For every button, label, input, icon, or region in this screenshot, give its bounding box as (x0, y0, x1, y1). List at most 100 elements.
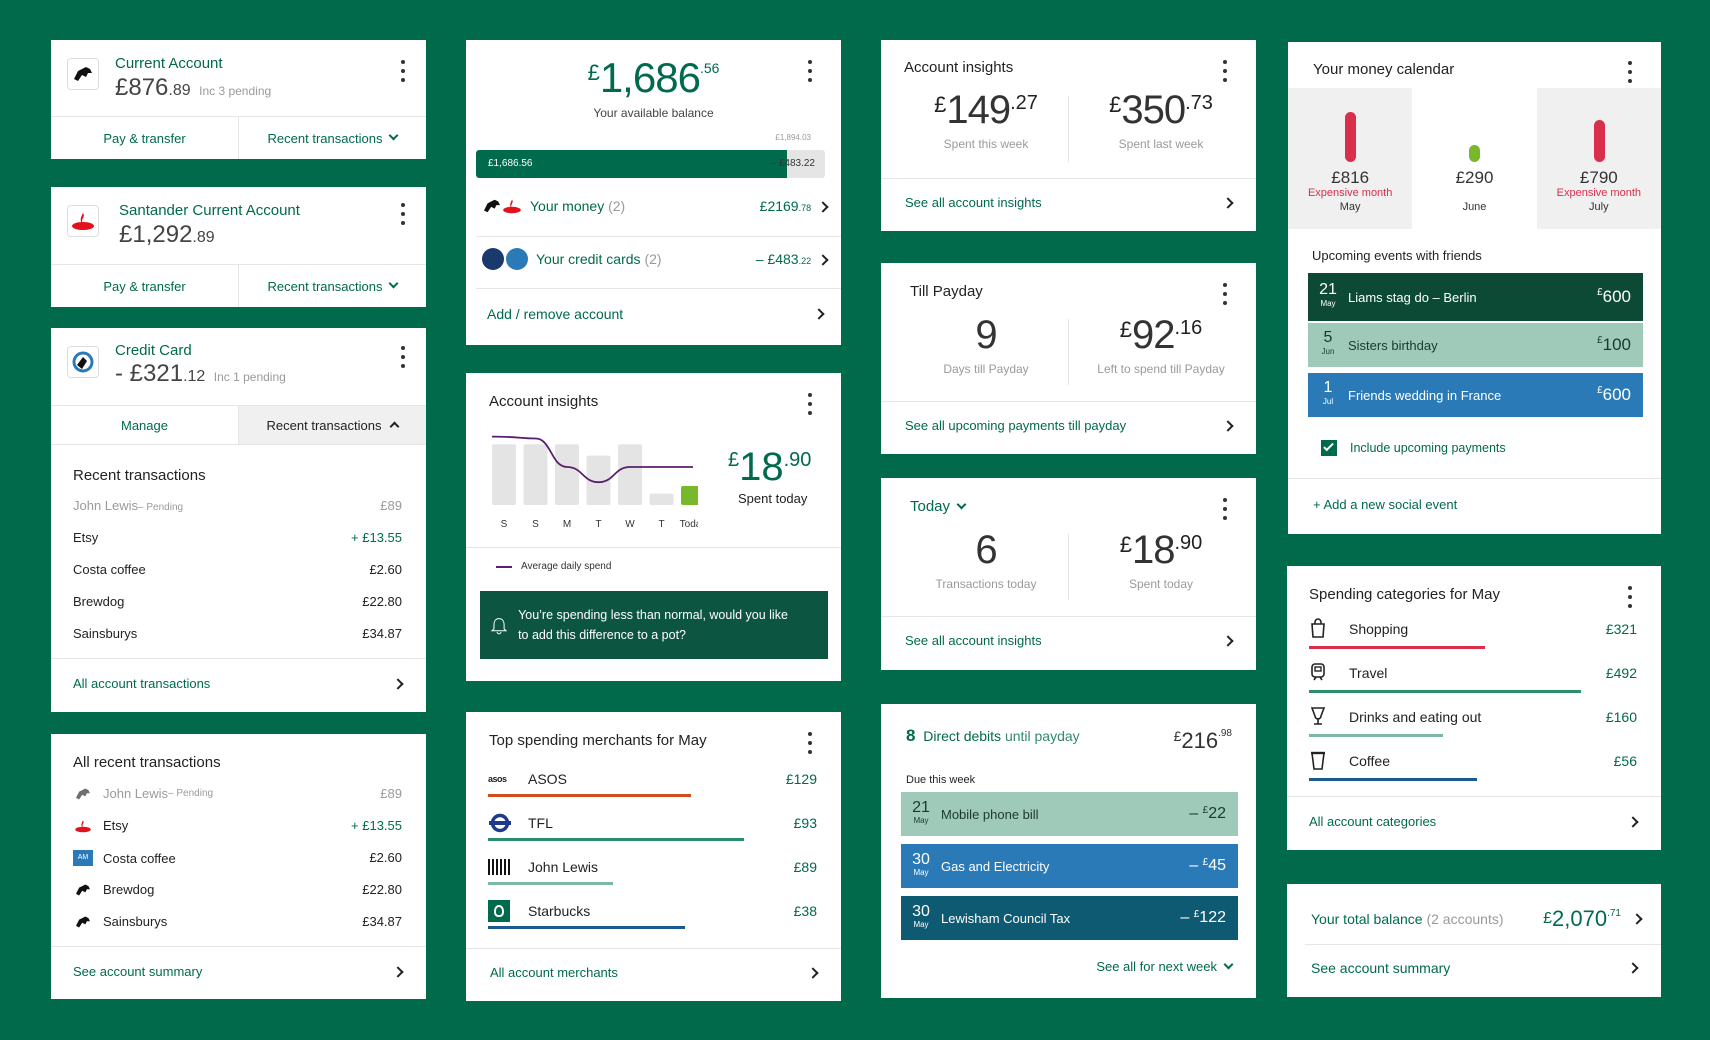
account-title[interactable]: Current Account (115, 55, 223, 72)
account-title[interactable]: Credit Card (115, 342, 192, 359)
more-options-icon[interactable] (1627, 61, 1633, 83)
more-options-icon[interactable] (400, 346, 406, 368)
your-money-row[interactable]: Your money (2) £2169.78 (482, 198, 829, 214)
all-recent-heading: All recent transactions (73, 754, 221, 771)
all-account-merchants-link[interactable]: All account merchants (490, 965, 819, 980)
chevron-right-icon (392, 678, 404, 690)
more-options-icon[interactable] (807, 60, 813, 82)
more-options-icon[interactable] (807, 732, 813, 754)
transaction-row[interactable]: AM Costa coffee £2.60 (73, 850, 402, 866)
chevron-down-icon (1223, 959, 1234, 970)
see-upcoming-payments-link[interactable]: See all upcoming payments till payday (905, 418, 1234, 433)
more-options-icon[interactable] (1222, 283, 1228, 305)
transaction-row[interactable]: Brewdog £22.80 (73, 882, 402, 897)
chart-tick-label: S (501, 519, 508, 530)
more-options-icon[interactable] (1627, 586, 1633, 608)
chart-tick-label: T (595, 519, 601, 530)
more-options-icon[interactable] (807, 393, 813, 415)
pay-transfer-button[interactable]: Pay & transfer (103, 130, 186, 146)
category-row[interactable]: Shopping £321 (1309, 616, 1637, 642)
recent-transactions-button[interactable]: Recent transactions (238, 406, 426, 444)
merchant-row[interactable]: John Lewis £89 (488, 852, 817, 882)
balance-bar: £1,686.56 – £483.22 (476, 150, 825, 178)
pay-transfer-button[interactable]: Pay & transfer (103, 278, 186, 294)
legend-line-icon (496, 565, 512, 568)
chart-bar (649, 493, 674, 505)
include-upcoming-checkbox[interactable]: Include upcoming payments (1321, 440, 1506, 456)
calendar-month[interactable]: £290 June (1412, 88, 1537, 229)
merchant-row[interactable]: asos ASOS £129 (488, 764, 817, 794)
chevron-right-icon (807, 967, 819, 979)
month-tag: Expensive month (1307, 187, 1393, 199)
chart-bar (618, 444, 642, 505)
account-title[interactable]: Santander Current Account (119, 202, 300, 219)
total-balance-row[interactable]: Your total balance (2 accounts) £2,070.7… (1311, 906, 1643, 932)
month-name: June (1462, 201, 1487, 213)
calendar-month[interactable]: £790 Expensive month July (1536, 88, 1661, 229)
chart-tick-label: M (563, 519, 571, 530)
category-row[interactable]: Travel £492 (1309, 660, 1637, 686)
see-account-summary-link[interactable]: See account summary (1311, 960, 1639, 976)
see-all-next-week-link[interactable]: See all for next week (1096, 959, 1234, 974)
category-row[interactable]: Drinks and eating out £160 (1309, 704, 1637, 730)
chart-legend: Average daily spend (496, 561, 611, 572)
chart-bar (555, 444, 579, 505)
see-account-summary-link[interactable]: See account summary (73, 964, 404, 979)
chart-bar (586, 455, 611, 505)
direct-debit-row[interactable]: 30 May Gas and Electricity – £45 (901, 844, 1238, 888)
spending-alert[interactable]: You’re spending less than normal, would … (480, 591, 828, 659)
available-balance-card: £1,686.56 Your available balance £1,894.… (466, 40, 841, 345)
account-insights-week-card: Account insights £149.27 Spent this week… (881, 40, 1256, 231)
direct-debit-row[interactable]: 21 May Mobile phone bill – £22 (901, 792, 1238, 836)
credit-cards-row[interactable]: Your credit cards (2) – £483.22 (482, 248, 829, 270)
merchant-name: John Lewis (528, 859, 599, 875)
more-options-icon[interactable] (400, 203, 406, 225)
manage-button[interactable]: Manage (121, 417, 168, 433)
all-account-categories-link[interactable]: All account categories (1309, 814, 1639, 829)
chevron-right-icon (1222, 420, 1234, 432)
coffee-cup-icon (1311, 751, 1325, 770)
add-remove-account-link[interactable]: Add / remove account (487, 306, 825, 322)
see-all-insights-link[interactable]: See all account insights (905, 633, 1234, 648)
merchant-bar (488, 838, 744, 841)
transaction-row[interactable]: Etsy + £13.55 (73, 818, 402, 833)
chart-bar (492, 444, 516, 505)
transactions-today: 6 Transactions today (935, 528, 1037, 591)
direct-debit-row[interactable]: 30 May Lewisham Council Tax – £122 (901, 896, 1238, 940)
transaction-row-pending[interactable]: John Lewis– Pending £89 (73, 786, 402, 801)
lloyds-horse-icon (484, 199, 500, 213)
social-event-row[interactable]: 21 May Liams stag do – Berlin £600 (1308, 273, 1643, 321)
category-row[interactable]: Coffee £56 (1309, 748, 1637, 774)
more-options-icon[interactable] (400, 60, 406, 82)
more-options-icon[interactable] (1222, 60, 1228, 82)
spent-today-label: Spent today (738, 491, 808, 506)
see-all-insights-link[interactable]: See all account insights (905, 195, 1234, 210)
calendar-month[interactable]: £816 Expensive month May (1288, 88, 1413, 229)
transaction-row[interactable]: Sainsburys £34.87 (73, 914, 402, 929)
merchant-name: ASOS (528, 771, 567, 787)
transaction-row[interactable]: Costa coffee £2.60 (73, 562, 402, 577)
social-event-row[interactable]: 5 Jun Sisters birthday £100 (1308, 323, 1643, 367)
transaction-row[interactable]: Brewdog £22.80 (73, 594, 402, 609)
merchant-row[interactable]: TFL £93 (488, 808, 817, 838)
chevron-right-icon (1222, 635, 1234, 647)
social-event-row[interactable]: 1 Jul Friends wedding in France £600 (1308, 373, 1643, 417)
santander-flame-icon (75, 819, 91, 832)
all-account-transactions-link[interactable]: All account transactions (73, 676, 404, 691)
transaction-row[interactable]: Sainsburys £34.87 (73, 626, 402, 641)
lloyds-horse-icon (76, 916, 90, 927)
category-bar (1309, 778, 1477, 781)
today-dropdown[interactable]: Today (910, 498, 967, 515)
recent-transactions-button[interactable]: Recent transactions (238, 265, 426, 307)
transaction-row[interactable]: Etsy + £13.55 (73, 530, 402, 545)
merchant-row[interactable]: Starbucks £38 (488, 896, 817, 926)
transaction-row-pending[interactable]: John Lewis– Pending £89 (73, 498, 402, 513)
starbucks-logo-icon (488, 900, 510, 922)
recent-transactions-button[interactable]: Recent transactions (238, 117, 426, 159)
drink-glass-icon (1310, 706, 1326, 725)
train-icon (1311, 662, 1325, 680)
amex-icon: AM (73, 850, 93, 866)
more-options-icon[interactable] (1222, 498, 1228, 520)
shopping-bag-icon (1311, 617, 1325, 638)
add-social-event-link[interactable]: + Add a new social event (1313, 497, 1458, 512)
